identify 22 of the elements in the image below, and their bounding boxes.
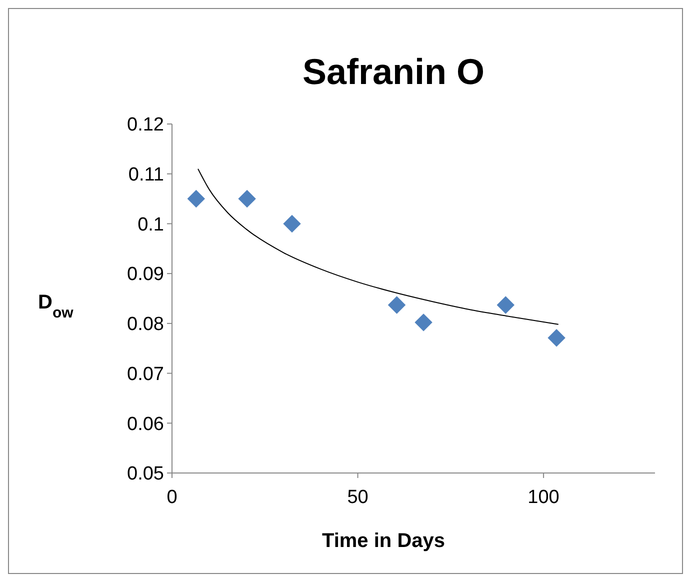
y-tick-label: 0.1 xyxy=(138,214,164,236)
x-tick-label: 100 xyxy=(528,487,560,508)
chart-title: Safranin O xyxy=(302,51,485,92)
y-tick-label: 0.08 xyxy=(127,314,164,336)
y-axis-title: D$_{ow}$ xyxy=(38,292,74,321)
y-tick-label: 0.05 xyxy=(127,464,164,485)
point xyxy=(548,329,566,347)
point xyxy=(414,314,432,332)
x-tick-label: 50 xyxy=(347,487,368,508)
point xyxy=(187,190,206,208)
y-tick-label: 0.12 xyxy=(127,114,164,136)
x-axis-title: Time in Days xyxy=(322,530,446,552)
point xyxy=(496,296,514,314)
y-tick-label: 0.07 xyxy=(127,364,164,385)
y-tick-label: 0.06 xyxy=(127,414,164,435)
point xyxy=(283,214,301,233)
point xyxy=(238,190,256,208)
y-tick-label: 0.11 xyxy=(128,164,164,186)
point xyxy=(388,296,406,314)
line-series xyxy=(198,168,559,325)
x-tick-label: 0 xyxy=(166,487,178,508)
y-tick-label: 0.09 xyxy=(127,264,164,286)
